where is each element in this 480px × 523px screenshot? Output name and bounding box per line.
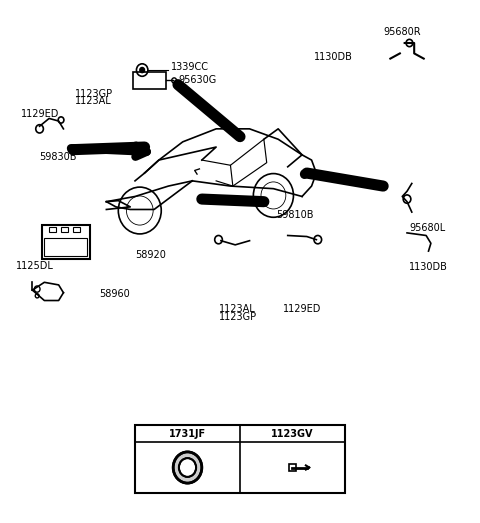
- Bar: [61, 226, 68, 232]
- Bar: [49, 226, 56, 232]
- Text: 59830B: 59830B: [39, 153, 77, 163]
- Bar: [135, 425, 345, 493]
- Circle shape: [300, 170, 308, 178]
- Text: 95630G: 95630G: [178, 75, 216, 85]
- Bar: [42, 225, 90, 259]
- Circle shape: [173, 452, 202, 483]
- Text: 1731JF: 1731JF: [169, 429, 206, 439]
- Text: 1130DB: 1130DB: [409, 262, 448, 272]
- Circle shape: [140, 67, 144, 73]
- Text: 1130DB: 1130DB: [314, 52, 353, 62]
- Text: 1123GV: 1123GV: [271, 429, 314, 439]
- Text: 1129ED: 1129ED: [283, 304, 321, 314]
- Text: 1123AL: 1123AL: [218, 304, 255, 314]
- Text: 58920: 58920: [135, 251, 166, 260]
- Text: 1123GP: 1123GP: [75, 89, 113, 99]
- Text: 58960: 58960: [99, 289, 130, 299]
- Text: 95680L: 95680L: [409, 223, 445, 233]
- Bar: [288, 464, 296, 471]
- Text: 1125DL: 1125DL: [16, 260, 54, 271]
- Bar: [73, 226, 80, 232]
- Bar: [44, 238, 87, 256]
- Text: 1123GP: 1123GP: [218, 312, 257, 322]
- Text: 1339CC: 1339CC: [171, 62, 209, 73]
- Text: 59810B: 59810B: [276, 210, 313, 220]
- Bar: [132, 72, 166, 89]
- Text: 1129ED: 1129ED: [21, 109, 59, 119]
- Circle shape: [179, 458, 196, 477]
- Text: 1123AL: 1123AL: [75, 96, 112, 106]
- Text: 95680R: 95680R: [383, 27, 421, 37]
